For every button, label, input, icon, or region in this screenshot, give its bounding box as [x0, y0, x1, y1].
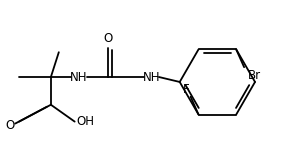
- Text: F: F: [183, 83, 190, 96]
- Text: O: O: [104, 32, 113, 45]
- Text: OH: OH: [77, 115, 95, 128]
- Text: Br: Br: [248, 69, 260, 82]
- Text: NH: NH: [143, 71, 161, 83]
- Text: O: O: [6, 119, 15, 132]
- Text: NH: NH: [70, 71, 87, 83]
